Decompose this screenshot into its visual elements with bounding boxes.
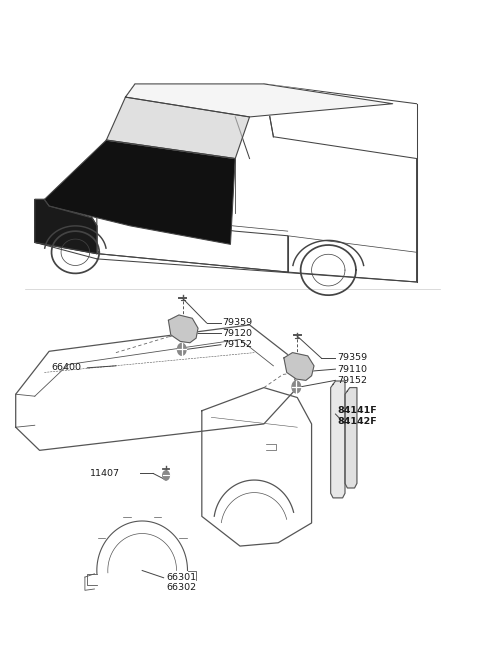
- Polygon shape: [125, 84, 393, 117]
- Text: 79359: 79359: [337, 353, 367, 363]
- Text: 66301: 66301: [166, 573, 196, 582]
- Text: 84142F: 84142F: [337, 418, 377, 426]
- Polygon shape: [331, 381, 345, 498]
- Polygon shape: [345, 388, 357, 488]
- Polygon shape: [168, 315, 198, 343]
- Text: 66302: 66302: [166, 583, 196, 592]
- Text: 79120: 79120: [222, 329, 252, 338]
- Text: 84141F: 84141F: [337, 406, 377, 415]
- Text: 79359: 79359: [222, 318, 252, 328]
- Text: 79152: 79152: [222, 340, 252, 349]
- Polygon shape: [107, 97, 250, 158]
- Polygon shape: [35, 200, 97, 253]
- Polygon shape: [44, 140, 235, 245]
- Circle shape: [178, 343, 186, 355]
- Text: 79110: 79110: [337, 365, 367, 374]
- Circle shape: [163, 471, 169, 480]
- Polygon shape: [284, 353, 314, 381]
- Text: 66400: 66400: [51, 363, 82, 373]
- Text: 11407: 11407: [90, 469, 120, 478]
- Circle shape: [292, 381, 300, 393]
- Text: 79152: 79152: [337, 376, 367, 385]
